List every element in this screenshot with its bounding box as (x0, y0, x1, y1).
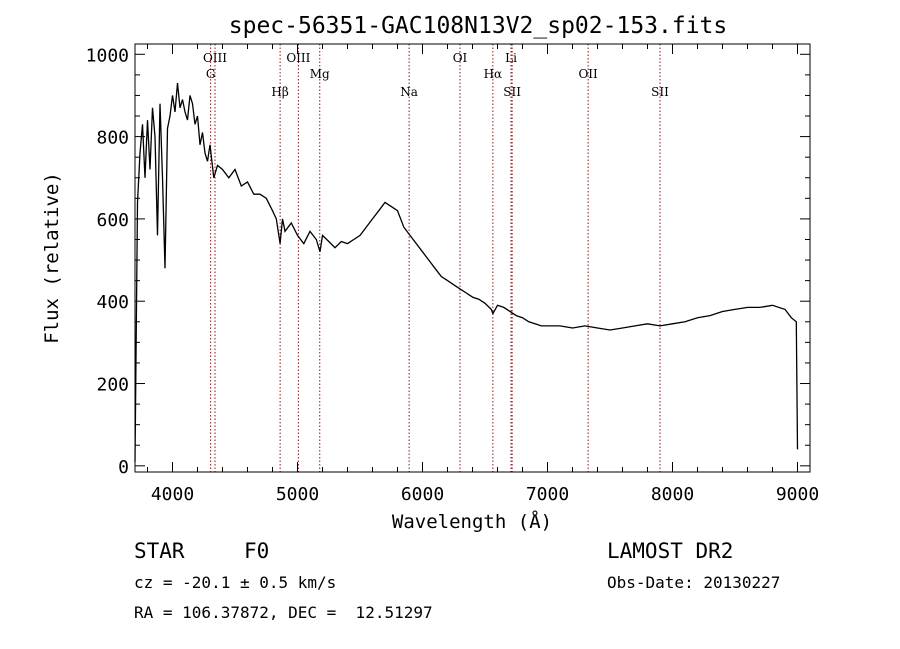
x-tick-label: 9000 (776, 484, 819, 505)
y-tick-label: 1000 (86, 45, 129, 66)
x-tick-label: 6000 (401, 484, 444, 505)
y-tick-label: 200 (96, 375, 129, 396)
line-label: OI (453, 51, 468, 65)
line-label: Hβ (271, 85, 288, 99)
line-label: OII (578, 67, 598, 81)
y-tick-label: 400 (96, 292, 129, 313)
line-label: OIII (203, 51, 227, 65)
line-label: Li (505, 51, 517, 65)
redshift-readout: cz = -20.1 ± 0.5 km/s (134, 573, 337, 592)
x-tick-label: 7000 (526, 484, 569, 505)
line-label: Hα (484, 67, 503, 81)
line-label: G (206, 67, 216, 81)
spectrum-line (134, 83, 799, 462)
axis-ticks: 4000 5000 6000 7000 8000 9000 0 200 400 600 800 100… (86, 44, 819, 505)
object-subclass: F0 (244, 539, 270, 563)
object-class: STAR (134, 539, 185, 563)
x-tick-label: 5000 (276, 484, 319, 505)
survey-name: LAMOST DR2 (607, 539, 734, 563)
chart-title: spec-56351-GAC108N13V2_sp02-153.fits (229, 13, 728, 39)
line-label: Mg (310, 67, 330, 81)
observation-date: Obs-Date: 20130227 (607, 573, 781, 592)
x-tick-label: 4000 (151, 484, 194, 505)
y-tick-label: 600 (96, 210, 129, 231)
x-tick-label: 8000 (651, 484, 694, 505)
line-label: Na (400, 85, 418, 99)
plot-frame (134, 43, 811, 473)
coordinates-readout: RA = 106.37872, DEC = 12.51297 (134, 603, 433, 622)
y-tick-label: 800 (96, 128, 129, 149)
x-axis-label: Wavelength (Å) (392, 510, 552, 533)
line-label: SII (651, 85, 669, 99)
line-label: SII (503, 85, 521, 99)
y-tick-label: 0 (118, 457, 129, 478)
line-label: OIII (286, 51, 310, 65)
y-axis-label: Flux (relative) (41, 172, 63, 344)
